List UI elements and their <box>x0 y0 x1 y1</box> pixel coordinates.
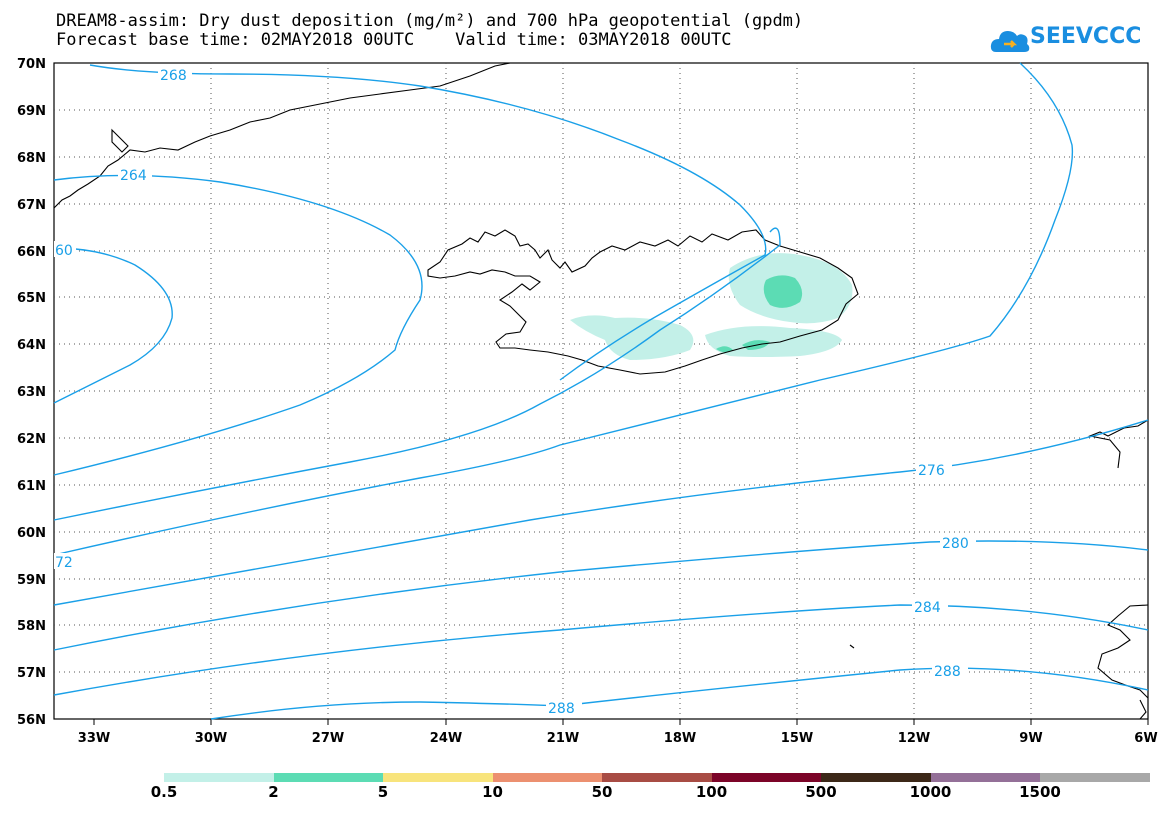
contour-label-288-east: 288 <box>934 664 961 680</box>
lon-label: 6W <box>1134 731 1157 746</box>
dust-core-small <box>716 346 733 353</box>
map-frame <box>53 62 1149 720</box>
lat-label: 69N <box>17 104 46 119</box>
contour-labels: 268 264 60 276 72 280 284 288 288 <box>54 66 976 717</box>
lon-label: 30W <box>195 731 227 746</box>
cloud-icon <box>990 31 1030 52</box>
geopotential-contours <box>53 62 1149 720</box>
contour-284 <box>53 604 1149 696</box>
lon-label: 9W <box>1019 731 1042 746</box>
contour-label-276: 276 <box>918 463 945 479</box>
lat-label: 63N <box>17 385 46 400</box>
legend-swatch <box>602 773 712 782</box>
longitude-labels: 33W 30W 27W 24W 21W 18W 15W 12W 9W 6W <box>78 731 1158 746</box>
contour-272-inner <box>53 227 781 521</box>
contour-260 <box>53 247 173 404</box>
dust-core-east <box>763 275 803 308</box>
coastlines <box>53 62 1149 720</box>
dust-area-west <box>570 315 694 360</box>
contour-label-288-south: 288 <box>548 701 575 717</box>
contour-280 <box>53 540 1149 651</box>
contour-label-264: 264 <box>120 168 147 184</box>
legend-threshold-label: 100 <box>695 783 728 801</box>
lon-label: 18W <box>664 731 696 746</box>
lat-label: 56N <box>17 713 46 728</box>
axis-ticks <box>93 719 1149 725</box>
contour-272 <box>53 62 1074 556</box>
lat-label: 57N <box>17 666 46 681</box>
legend-threshold-label: 1500 <box>1019 783 1061 801</box>
legend-threshold-label: 50 <box>591 783 613 801</box>
legend-swatch <box>1040 773 1150 782</box>
contour-276 <box>53 419 1149 606</box>
legend-threshold-label: 0.5 <box>150 783 178 801</box>
lon-label: 21W <box>547 731 579 746</box>
lat-label: 59N <box>17 573 46 588</box>
lat-label: 68N <box>17 151 46 166</box>
legend-threshold-label: 10 <box>482 783 503 801</box>
legend-swatch <box>930 773 1040 782</box>
contour-268 <box>89 64 767 381</box>
legend-swatch <box>383 773 493 782</box>
lon-label: 33W <box>78 731 110 746</box>
iceland-coastline <box>427 229 859 375</box>
contour-label-260: 60 <box>55 243 73 259</box>
contour-label-272: 72 <box>55 555 73 571</box>
lat-label: 62N <box>17 432 46 447</box>
legend-threshold-label: 1000 <box>909 783 952 801</box>
legend-swatch <box>821 773 931 782</box>
contour-288 <box>210 667 1149 720</box>
lon-label: 15W <box>781 731 813 746</box>
latitude-labels: 70N 69N 68N 67N 66N 65N 64N 63N 62N 61N … <box>17 57 46 728</box>
lat-label: 67N <box>17 198 46 213</box>
lat-label: 60N <box>17 526 46 541</box>
lat-label: 58N <box>17 619 46 634</box>
greenland-coastline <box>53 62 511 209</box>
lon-label: 24W <box>430 731 462 746</box>
legend-swatch <box>273 773 383 782</box>
chart-subtitle-times: Forecast base time: 02MAY2018 00UTC Vali… <box>56 30 732 50</box>
contour-label-268: 268 <box>160 68 187 84</box>
faroe-island <box>849 644 855 649</box>
contour-label-284: 284 <box>914 600 941 616</box>
lat-label: 70N <box>17 57 46 72</box>
lat-label: 66N <box>17 245 46 260</box>
legend-threshold-label: 500 <box>805 783 837 801</box>
lat-label: 64N <box>17 338 46 353</box>
lon-label: 27W <box>312 731 344 746</box>
norway-coastline <box>1088 419 1149 469</box>
legend-swatch <box>164 773 274 782</box>
legend-swatch <box>492 773 602 782</box>
logo-text: SEEVCCC <box>1030 24 1142 49</box>
legend-swatch <box>711 773 821 782</box>
lon-label: 12W <box>898 731 930 746</box>
chart-title: DREAM8-assim: Dry dust deposition (mg/m²… <box>56 11 804 31</box>
contour-264 <box>53 174 423 476</box>
lat-label: 61N <box>17 479 46 494</box>
lat-label: 65N <box>17 291 46 306</box>
legend-threshold-label: 2 <box>268 783 279 801</box>
legend-threshold-label: 5 <box>377 783 389 801</box>
contour-label-280: 280 <box>942 536 969 552</box>
